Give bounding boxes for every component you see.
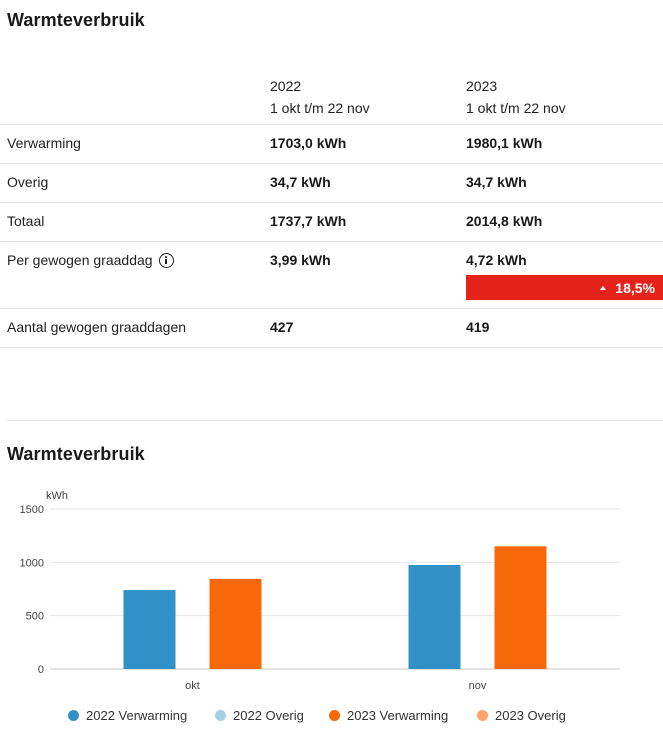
- column-year: 2022: [270, 78, 302, 94]
- value-2022: 427: [270, 319, 294, 335]
- legend-swatch: [215, 710, 226, 721]
- column-2022: 2022 1 okt t/m 22 nov: [270, 75, 370, 119]
- table-row-overig: Overig 34,7 kWh 34,7 kWh: [0, 164, 663, 203]
- y-tick-label: 1000: [20, 557, 44, 569]
- column-period: 1 okt t/m 22 nov: [270, 100, 370, 116]
- legend-item[interactable]: 2022 Verwarming: [68, 708, 187, 723]
- y-tick-label: 500: [26, 611, 44, 623]
- table-header: 2022 1 okt t/m 22 nov 2023 1 okt t/m 22 …: [0, 70, 663, 125]
- legend-label: 2023 Verwarming: [347, 708, 449, 723]
- change-badge: 18,5%: [466, 275, 663, 300]
- legend-item[interactable]: 2022 Overig: [215, 708, 304, 723]
- value-2023: 1980,1 kWh: [466, 135, 543, 151]
- y-axis-label: kWh: [46, 490, 68, 502]
- section-title: Warmteverbruik: [7, 10, 145, 30]
- table-row-verwarming: Verwarming 1703,0 kWh 1980,1 kWh: [0, 125, 663, 164]
- value-2022: 34,7 kWh: [270, 174, 331, 190]
- arrow-up-icon: [600, 286, 606, 290]
- value-2023: 2014,8 kWh: [466, 213, 543, 229]
- y-tick-label: 0: [38, 664, 44, 676]
- row-label: Per gewogen graaddag: [7, 252, 174, 268]
- column-2023: 2023 1 okt t/m 22 nov: [466, 75, 566, 119]
- column-year: 2023: [466, 78, 498, 94]
- row-label: Totaal: [7, 213, 45, 229]
- legend-swatch: [329, 710, 340, 721]
- row-label-text: Per gewogen graaddag: [7, 252, 153, 268]
- chart-title: Warmteverbruik: [7, 444, 145, 464]
- legend-item[interactable]: 2023 Verwarming: [329, 708, 448, 723]
- x-tick-label: okt: [185, 680, 200, 692]
- value-2023: 419: [466, 319, 490, 335]
- info-icon[interactable]: [158, 253, 174, 268]
- section-divider: [7, 420, 663, 421]
- x-tick-label: nov: [469, 680, 487, 692]
- legend-swatch: [477, 710, 488, 721]
- legend-item[interactable]: 2023 Overig: [477, 708, 566, 723]
- value-2023: 4,72 kWh: [466, 252, 527, 268]
- change-percentage: 18,5%: [615, 280, 655, 296]
- y-tick-label: 1500: [20, 504, 44, 516]
- value-2023: 34,7 kWh: [466, 174, 527, 190]
- value-2022: 3,99 kWh: [270, 252, 331, 268]
- row-label: Overig: [7, 174, 49, 190]
- legend-label: 2022 Overig: [233, 708, 304, 723]
- bar-2022-verwarming-nov: [408, 565, 461, 669]
- bar-chart: kWh 0 500 1000 1500 okt nov: [20, 490, 620, 692]
- table-row-graaddagen: Aantal gewogen graaddagen 427 419: [0, 309, 663, 348]
- comparison-table: 2022 1 okt t/m 22 nov 2023 1 okt t/m 22 …: [0, 70, 663, 348]
- chart-legend: 2022 Verwarming 2022 Overig 2023 Verwarmin…: [0, 706, 663, 726]
- legend-label: 2023 Overig: [495, 708, 566, 723]
- table-row-per-graaddag: Per gewogen graaddag 3,99 kWh 4,72 kWh 1…: [0, 242, 663, 309]
- legend-swatch: [68, 710, 79, 721]
- table-row-totaal: Totaal 1737,7 kWh 2014,8 kWh: [0, 203, 663, 242]
- bar-2022-verwarming-okt: [123, 590, 176, 669]
- bar-2023-verwarming-okt: [209, 578, 262, 669]
- bar-2023-verwarming-nov: [494, 546, 547, 669]
- value-2022: 1737,7 kWh: [270, 213, 347, 229]
- value-2022: 1703,0 kWh: [270, 135, 347, 151]
- row-label: Aantal gewogen graaddagen: [7, 319, 187, 335]
- row-label: Verwarming: [7, 135, 81, 151]
- column-period: 1 okt t/m 22 nov: [466, 100, 566, 116]
- legend-label: 2022 Verwarming: [86, 708, 188, 723]
